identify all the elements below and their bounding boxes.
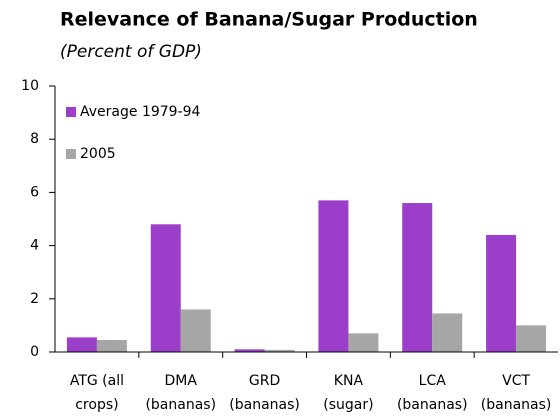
chart-title: Relevance of Banana/Sugar Production <box>60 9 478 31</box>
legend-label: Average 1979-94 <box>80 104 201 120</box>
bar <box>96 340 127 352</box>
legend-swatch <box>66 107 76 117</box>
bar <box>150 224 181 352</box>
x-tick-label: GRD (bananas) <box>229 373 300 413</box>
x-tick-label: VCT (bananas) <box>481 373 552 413</box>
x-tick-label: ATG (all crops) <box>70 373 124 413</box>
legend-label: 2005 <box>80 146 116 162</box>
y-tick-label: 4 <box>30 238 39 254</box>
bar <box>180 309 211 352</box>
bar <box>264 349 295 352</box>
bar <box>402 203 433 352</box>
y-tick-label: 8 <box>30 131 39 147</box>
x-tick-label: KNA (sugar) <box>323 373 373 413</box>
x-tick-label: DMA (bananas) <box>145 373 216 413</box>
x-tick-label: LCA (bananas) <box>397 373 468 413</box>
y-tick-label: 10 <box>21 78 39 94</box>
bar <box>66 337 97 352</box>
y-tick-label: 6 <box>30 184 39 200</box>
bar <box>318 200 349 352</box>
y-tick-label: 2 <box>30 291 39 307</box>
chart-subtitle: (Percent of GDP) <box>60 42 202 62</box>
bar <box>348 333 379 352</box>
legend-swatch <box>66 149 76 159</box>
bar <box>516 325 547 352</box>
bar <box>234 349 265 352</box>
y-tick-label: 0 <box>30 344 39 360</box>
bar <box>486 234 517 352</box>
bar <box>432 313 463 352</box>
